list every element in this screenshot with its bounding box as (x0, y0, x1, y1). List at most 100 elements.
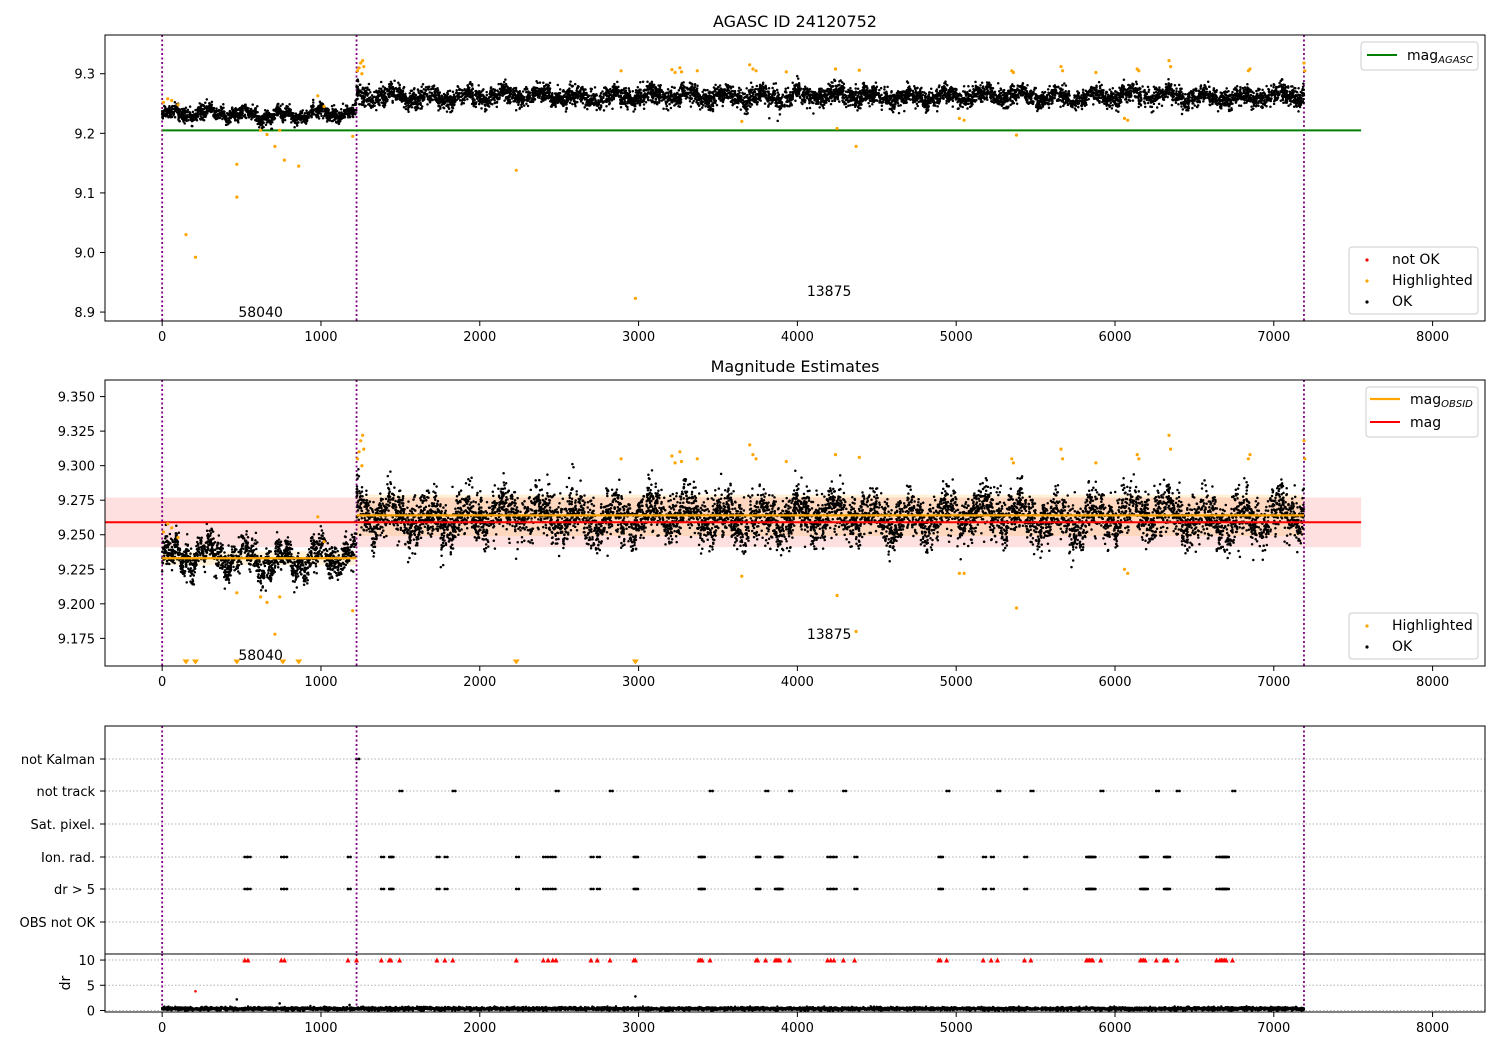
ok-point (292, 111, 295, 115)
ok-point (689, 105, 693, 108)
ok-point (1087, 98, 1090, 101)
ok-point (337, 117, 341, 121)
ok-point (247, 113, 250, 116)
ok-point (1212, 88, 1215, 92)
ok-point (818, 106, 821, 109)
ok-point (1110, 90, 1113, 94)
ok-point (880, 108, 884, 111)
ok-point (989, 87, 992, 91)
ok-point (768, 117, 771, 120)
ok-point (451, 106, 455, 110)
ok-point (731, 103, 734, 107)
ok-point (208, 105, 212, 109)
ok-point (225, 112, 229, 115)
ok-point (229, 120, 232, 124)
ok-point (729, 100, 733, 103)
ok-point (310, 116, 313, 119)
ok-point (321, 117, 325, 120)
ok-point (420, 85, 423, 88)
ok-point (343, 112, 346, 115)
ok-point (735, 105, 739, 109)
ok-point (631, 90, 635, 93)
ok-point (1059, 87, 1063, 90)
ok-point (341, 113, 344, 116)
ok-point (221, 117, 224, 121)
ok-point (867, 101, 870, 105)
ok-point (351, 111, 354, 114)
ok-point (1135, 82, 1139, 86)
ok-point (1272, 102, 1276, 106)
ok-point (224, 118, 228, 122)
ok-point (203, 111, 207, 114)
ok-point (794, 99, 797, 102)
ok-point (854, 82, 858, 86)
ok-point (352, 103, 355, 107)
ok-point (1208, 100, 1212, 104)
ok-point (275, 113, 279, 117)
ok-point (339, 108, 343, 111)
ok-point (287, 114, 291, 117)
ok-point (639, 81, 642, 84)
ok-point (897, 111, 901, 115)
ok-point (569, 80, 572, 83)
ok-point (844, 98, 848, 102)
ok-point (304, 122, 308, 125)
ok-point (348, 108, 351, 111)
ok-point (831, 99, 834, 103)
ok-point (627, 87, 631, 90)
ok-point (1164, 83, 1168, 86)
ok-point (283, 118, 287, 122)
ok-point (238, 107, 241, 111)
ok-point (827, 99, 831, 103)
ok-point (448, 89, 452, 93)
ok-point (290, 121, 293, 124)
ok-point (480, 107, 483, 110)
ok-point (254, 107, 257, 111)
ok-point (979, 84, 982, 87)
ok-point (240, 114, 244, 117)
ok-point (341, 116, 345, 119)
ok-point (269, 122, 273, 126)
ok-point (338, 119, 342, 123)
ok-point (323, 112, 327, 116)
ok-point (829, 102, 833, 106)
ok-point (775, 88, 779, 92)
ok-point (654, 97, 658, 101)
ok-point (187, 119, 190, 122)
ok-point (185, 116, 188, 120)
ok-point (1180, 105, 1183, 108)
ok-point (678, 87, 682, 90)
ok-point (689, 94, 692, 98)
ok-point (1270, 97, 1273, 100)
ok-point (299, 112, 302, 116)
ok-point (568, 101, 572, 104)
ok-point (412, 87, 416, 91)
ok-point (641, 80, 645, 83)
ok-point (199, 112, 203, 116)
ok-point (445, 110, 449, 113)
ok-point (170, 105, 174, 109)
ok-point (935, 109, 939, 113)
ok-point (1109, 101, 1112, 105)
ok-point (318, 100, 322, 104)
ok-point (183, 118, 187, 121)
ok-point (312, 101, 315, 104)
ok-point (419, 107, 422, 110)
ok-point (173, 101, 177, 104)
ok-point (688, 100, 692, 103)
ok-point (1152, 102, 1156, 106)
ok-point (311, 104, 315, 107)
ok-point (844, 105, 848, 109)
ok-point (665, 107, 668, 111)
ok-point (331, 107, 334, 111)
ok-point (1270, 89, 1274, 92)
ok-point (1250, 108, 1253, 111)
ok-point (213, 110, 216, 114)
ok-point (219, 111, 222, 115)
ok-point (192, 117, 196, 121)
ok-point (168, 110, 172, 114)
ok-point (755, 84, 759, 88)
ok-point (1246, 83, 1249, 86)
ok-point (179, 116, 183, 119)
